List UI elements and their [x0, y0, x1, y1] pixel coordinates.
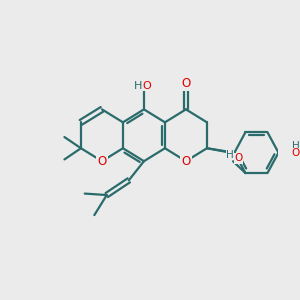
Text: O: O: [292, 148, 300, 158]
Text: H: H: [134, 81, 142, 91]
Text: H: H: [226, 150, 234, 160]
Text: O: O: [181, 77, 190, 90]
Text: O: O: [234, 153, 243, 163]
Text: H: H: [292, 141, 300, 151]
Text: O: O: [181, 155, 190, 168]
Text: O: O: [143, 81, 152, 91]
Text: O: O: [97, 155, 106, 168]
